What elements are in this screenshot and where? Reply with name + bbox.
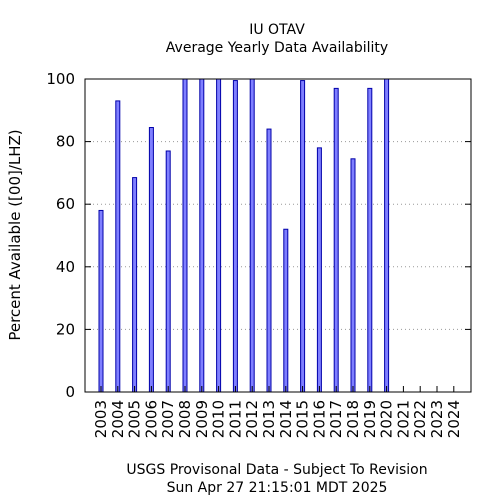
x-tick-label: 2013 bbox=[260, 400, 278, 438]
x-tick-label: 2008 bbox=[176, 400, 194, 438]
bar-2003 bbox=[98, 209, 104, 393]
x-tick-label: 2003 bbox=[92, 400, 110, 438]
x-tick-label: 2019 bbox=[361, 400, 379, 438]
bar-2010 bbox=[216, 78, 222, 393]
x-tick-label: 2012 bbox=[243, 400, 261, 438]
x-tick-label: 2020 bbox=[378, 400, 396, 438]
x-axis-ticks: 2003200420052006200720082009201020112012… bbox=[92, 386, 463, 438]
x-tick-label: 2015 bbox=[294, 400, 312, 438]
bar-2017 bbox=[333, 87, 339, 393]
bar-2012 bbox=[249, 78, 255, 393]
y-tick-label: 80 bbox=[56, 133, 75, 151]
x-tick-label: 2005 bbox=[126, 400, 144, 438]
x-tick-label: 2016 bbox=[310, 400, 328, 438]
bar-2013 bbox=[266, 128, 272, 393]
y-axis-ticks: 0 20 40 60 80 100 bbox=[46, 70, 471, 401]
y-tick-label: 0 bbox=[65, 383, 75, 401]
x-tick-label: 2009 bbox=[193, 400, 211, 438]
grid-lines bbox=[85, 78, 471, 330]
bar-2008 bbox=[182, 78, 188, 393]
bar-2006 bbox=[148, 127, 154, 393]
y-tick-label: 20 bbox=[56, 320, 75, 338]
bar-2009 bbox=[199, 78, 205, 393]
x-tick-label: 2011 bbox=[226, 400, 244, 438]
x-tick-label: 2007 bbox=[159, 400, 177, 438]
bar-2005 bbox=[132, 177, 138, 393]
x-tick-label: 2022 bbox=[411, 400, 429, 438]
bar-2007 bbox=[165, 150, 171, 393]
bar-2019 bbox=[367, 87, 373, 393]
x-tick-label: 2010 bbox=[210, 400, 228, 438]
bar-2020 bbox=[384, 78, 390, 393]
bar-2004 bbox=[115, 100, 121, 393]
y-tick-label: 60 bbox=[56, 195, 75, 213]
y-tick-label: 100 bbox=[46, 70, 75, 88]
bar-2011 bbox=[232, 80, 238, 393]
y-tick-label: 40 bbox=[56, 258, 75, 276]
chart-title: IU OTAV bbox=[249, 22, 305, 38]
bar-2016 bbox=[316, 147, 322, 393]
footer-timestamp: Sun Apr 27 21:15:01 MDT 2025 bbox=[167, 480, 388, 496]
x-tick-label: 2024 bbox=[445, 400, 463, 438]
x-tick-label: 2006 bbox=[142, 400, 160, 438]
x-tick-label: 2004 bbox=[109, 400, 127, 438]
chart-subtitle: Average Yearly Data Availability bbox=[166, 40, 388, 56]
bar-2014 bbox=[283, 228, 289, 393]
y-axis-label: Percent Available ([00]/LHZ) bbox=[6, 129, 24, 340]
x-tick-label: 2018 bbox=[344, 400, 362, 438]
bar-2018 bbox=[350, 158, 356, 393]
bar-series bbox=[98, 78, 390, 393]
x-tick-label: 2014 bbox=[277, 400, 295, 438]
x-tick-label: 2023 bbox=[428, 400, 446, 438]
plot-frame bbox=[84, 78, 472, 393]
footer-provisional-note: USGS Provisonal Data - Subject To Revisi… bbox=[126, 462, 427, 478]
x-tick-label: 2017 bbox=[327, 400, 345, 438]
bar-2015 bbox=[300, 80, 306, 393]
x-tick-label: 2021 bbox=[394, 400, 412, 438]
